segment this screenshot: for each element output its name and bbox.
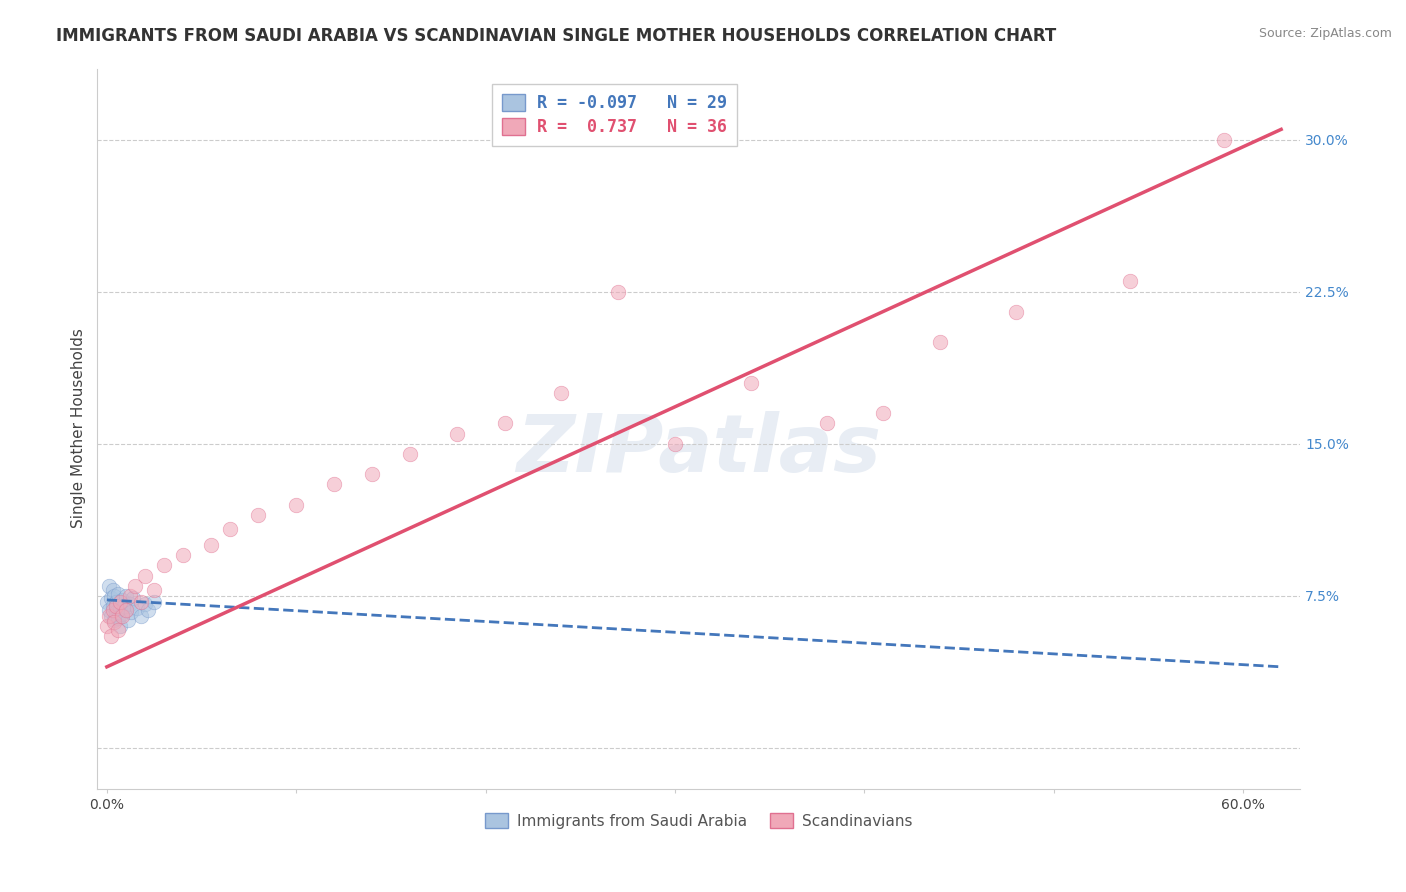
Point [100, 629, 122, 643]
Point [111, 607, 134, 621]
Point [172, 549, 194, 563]
Point [446, 426, 468, 441]
Point [105, 605, 128, 619]
Point [129, 609, 152, 624]
Point [323, 477, 346, 491]
Point [929, 335, 952, 350]
Point [103, 589, 125, 603]
Point [100, 591, 122, 605]
Point [127, 601, 149, 615]
Point [107, 624, 129, 638]
Point [740, 376, 762, 390]
Point [872, 406, 894, 420]
Point [107, 611, 129, 625]
Point [607, 285, 630, 299]
Point [815, 417, 838, 431]
Point [111, 593, 134, 607]
Point [103, 613, 125, 627]
Point [124, 579, 146, 593]
Point [550, 386, 572, 401]
Point [107, 587, 129, 601]
Text: IMMIGRANTS FROM SAUDI ARABIA VS SCANDINAVIAN SINGLE MOTHER HOUSEHOLDS CORRELATIO: IMMIGRANTS FROM SAUDI ARABIA VS SCANDINA… [56, 27, 1056, 45]
Point [1213, 132, 1236, 146]
Point [114, 603, 136, 617]
Point [101, 599, 124, 613]
Point [111, 609, 134, 624]
Point [100, 609, 122, 624]
Point [664, 436, 686, 450]
Point [97, 579, 120, 593]
Point [96, 595, 118, 609]
Point [114, 603, 136, 617]
Point [134, 568, 156, 582]
Point [101, 603, 124, 617]
Point [114, 589, 136, 603]
Point [1005, 305, 1028, 319]
Point [152, 558, 174, 573]
Point [103, 615, 125, 630]
Point [97, 603, 120, 617]
Point [118, 597, 141, 611]
Point [112, 599, 135, 613]
Point [494, 417, 516, 431]
Point [1118, 275, 1140, 289]
Point [105, 595, 128, 609]
Point [108, 601, 131, 615]
Text: Source: ZipAtlas.com: Source: ZipAtlas.com [1258, 27, 1392, 40]
Point [105, 599, 128, 613]
Text: ZIPatlas: ZIPatlas [516, 411, 882, 489]
Point [122, 591, 145, 605]
Point [97, 609, 120, 624]
Point [219, 522, 242, 536]
Point [108, 595, 131, 609]
Point [200, 538, 222, 552]
Point [120, 605, 142, 619]
Point [247, 508, 270, 522]
Point [285, 498, 308, 512]
Point [129, 595, 152, 609]
Y-axis label: Single Mother Households: Single Mother Households [72, 328, 86, 528]
Point [108, 619, 131, 633]
Point [143, 582, 166, 597]
Point [134, 597, 156, 611]
Point [118, 589, 141, 603]
Legend: Immigrants from Saudi Arabia, Scandinavians: Immigrants from Saudi Arabia, Scandinavi… [479, 806, 918, 835]
Point [361, 467, 384, 482]
Point [101, 582, 124, 597]
Point [399, 447, 422, 461]
Point [138, 603, 160, 617]
Point [117, 613, 139, 627]
Point [96, 619, 118, 633]
Point [143, 595, 166, 609]
